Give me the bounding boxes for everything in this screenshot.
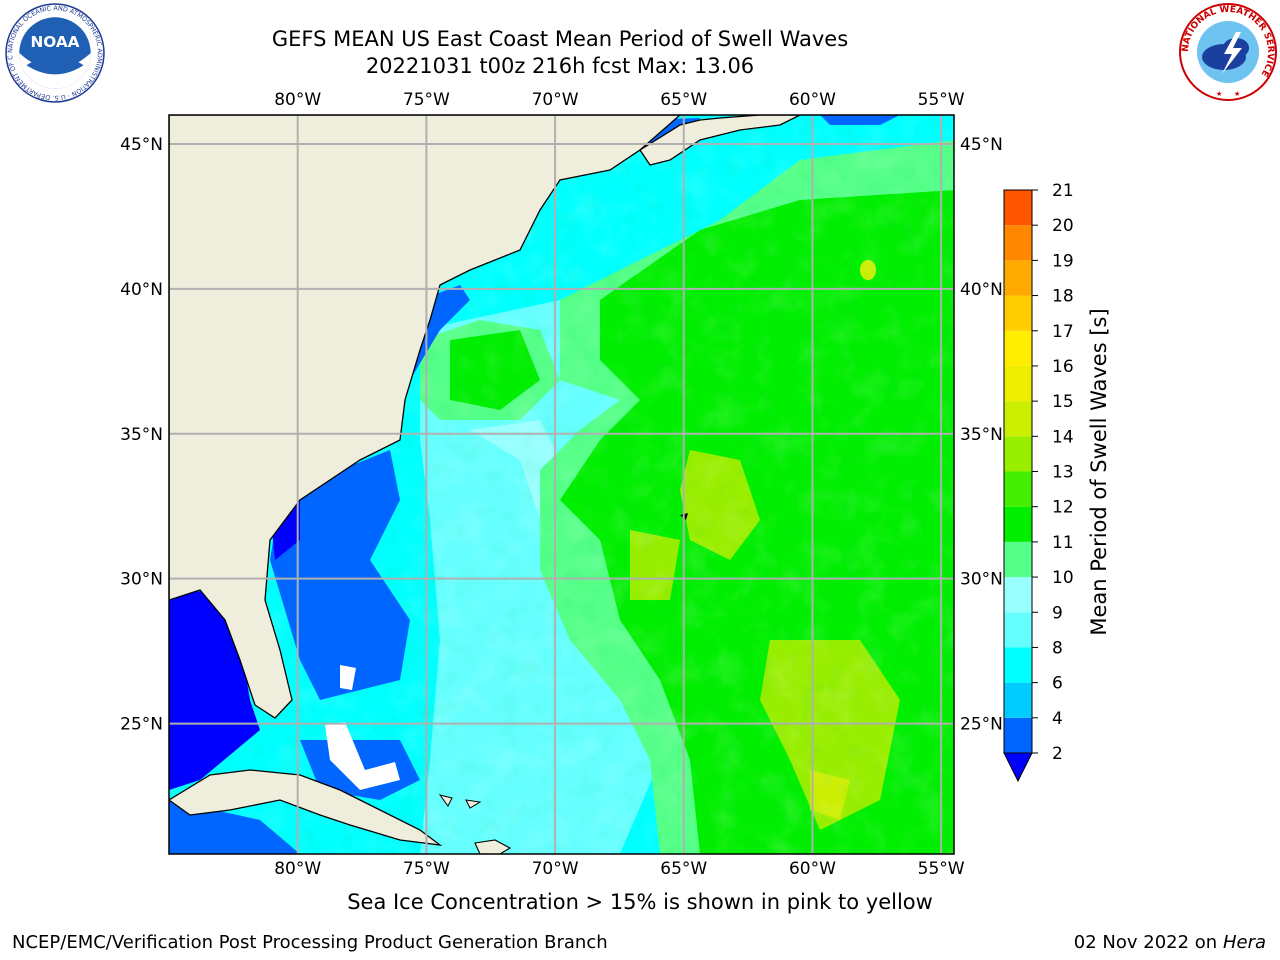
colorbar-tick-label: 12 xyxy=(1052,498,1074,518)
colorbar-segment xyxy=(1004,471,1032,507)
footer-credit: NCEP/EMC/Verification Post Processing Pr… xyxy=(12,932,608,953)
colorbar-tick-label: 21 xyxy=(1052,181,1074,201)
colorbar-tick-label: 13 xyxy=(1052,463,1074,483)
lon-label-top: 60°W xyxy=(789,90,836,110)
nws-logo: NATIONAL WEATHER SERVICE ★ ★ xyxy=(1179,3,1277,101)
lat-label-right: 35°N xyxy=(960,425,1003,445)
colorbar-tick-label: 16 xyxy=(1052,357,1074,377)
footer-date: 02 Nov 2022 on Hera xyxy=(1074,932,1266,953)
colorbar-tick-label: 17 xyxy=(1052,322,1074,342)
colorbar-segment xyxy=(1004,717,1032,753)
noaa-logo: NATIONAL OCEANIC AND ATMOSPHERIC ADMINIS… xyxy=(4,2,105,103)
lon-label-bottom: 70°W xyxy=(532,859,579,879)
colorbar-segment xyxy=(1004,330,1032,366)
colorbar-segment xyxy=(1004,612,1032,648)
colorbar-segment xyxy=(1004,365,1032,402)
lon-label-bottom: 60°W xyxy=(789,859,836,879)
colorbar-segment xyxy=(1004,260,1032,296)
lat-label-left: 40°N xyxy=(120,280,163,300)
colorbar-tick-label: 10 xyxy=(1052,568,1074,588)
colorbar-segment xyxy=(1004,541,1032,578)
footer-machine: Hera xyxy=(1222,932,1266,953)
colorbar-tick-label: 14 xyxy=(1052,427,1074,447)
bahamas-bank-mask xyxy=(325,722,400,790)
map-subtitle: 20221031 t00z 216h fcst Max: 13.06 xyxy=(365,54,755,78)
colorbar-tick-label: 8 xyxy=(1052,638,1063,658)
svg-text:★: ★ xyxy=(1234,90,1240,98)
nova-scotia-land xyxy=(639,115,801,166)
colorbar-tick-label: 2 xyxy=(1052,744,1063,764)
svg-text:NOAA: NOAA xyxy=(30,33,79,51)
lat-label-right: 25°N xyxy=(960,715,1003,735)
lat-label-left: 25°N xyxy=(120,715,163,735)
axis-tick-labels: 80°W 80°W 75°W 75°W 70°W 70°W 65°W 65°W 60°W 60°W… xyxy=(120,90,1003,879)
zone-4s-northeast xyxy=(820,115,900,125)
hispaniola-land xyxy=(474,839,512,854)
colorbar-tick-label: 9 xyxy=(1052,603,1063,623)
colorbar-tick-label: 19 xyxy=(1052,251,1074,271)
colorbar-segment xyxy=(1004,436,1032,472)
lon-label-top: 75°W xyxy=(403,90,450,110)
colorbar-tick-label: 6 xyxy=(1052,674,1063,694)
island-land xyxy=(465,799,482,809)
colorbar-label: Mean Period of Swell Waves [s] xyxy=(1087,308,1111,635)
lat-label-left: 30°N xyxy=(120,570,163,590)
map-title: GEFS MEAN US East Coast Mean Period of S… xyxy=(271,27,849,51)
lat-label-right: 30°N xyxy=(960,570,1003,590)
colorbar-under-triangle xyxy=(1003,752,1033,783)
lat-label-left: 35°N xyxy=(120,425,163,445)
colorbar-segment xyxy=(1004,295,1032,331)
lon-label-top: 70°W xyxy=(532,90,579,110)
zone-4s-coastal xyxy=(270,450,410,700)
lon-label-bottom: 80°W xyxy=(274,859,321,879)
cuba-land xyxy=(169,769,443,846)
colorbar-segment xyxy=(1004,682,1032,718)
map-plot-area xyxy=(169,115,954,854)
lat-label-right: 40°N xyxy=(960,280,1003,300)
colorbar-tick-label: 11 xyxy=(1052,533,1074,553)
colorbar-segment xyxy=(1004,401,1032,437)
colorbar-segment xyxy=(1004,506,1032,542)
colorbar-segment xyxy=(1004,577,1032,613)
svg-text:★: ★ xyxy=(1216,90,1222,98)
lon-label-top: 80°W xyxy=(274,90,321,110)
lat-label-left: 45°N xyxy=(120,135,163,155)
island-land xyxy=(438,794,453,807)
lat-label-right: 45°N xyxy=(960,135,1003,155)
lon-label-top: 55°W xyxy=(918,90,965,110)
colorbar-segment xyxy=(1004,647,1032,683)
colorbar: 2 4 6 8 9 10 11 12 13 14 15 16 17 18 19 20 21 xyxy=(1003,181,1074,783)
map-frame xyxy=(168,114,955,855)
colorbar-tick-label: 15 xyxy=(1052,392,1074,412)
sea-ice-note: Sea Ice Concentration > 15% is shown in … xyxy=(347,890,933,914)
lon-label-top: 65°W xyxy=(660,90,707,110)
lon-label-bottom: 65°W xyxy=(660,859,707,879)
footer-date-text: 02 Nov 2022 on xyxy=(1073,932,1218,953)
graticule xyxy=(169,115,954,854)
lon-label-bottom: 55°W xyxy=(918,859,965,879)
bahamas-bank-mask-north xyxy=(340,665,356,690)
colorbar-segment xyxy=(1004,190,1032,226)
colorbar-tick-label: 18 xyxy=(1052,287,1074,307)
colorbar-segment xyxy=(1004,225,1032,261)
colorbar-tick-label: 4 xyxy=(1052,709,1063,729)
colorbar-tick-label: 20 xyxy=(1052,216,1074,236)
lon-label-bottom: 75°W xyxy=(403,859,450,879)
